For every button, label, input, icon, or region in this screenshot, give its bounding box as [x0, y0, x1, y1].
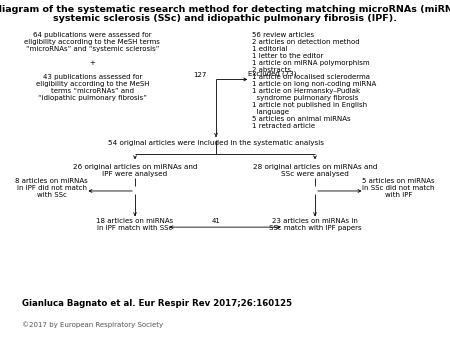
Text: 23 articles on miRNAs in
SSc match with IPF papers: 23 articles on miRNAs in SSc match with … — [269, 218, 361, 231]
Text: Flow diagram of the systematic research method for detecting matching microRNAs : Flow diagram of the systematic research … — [0, 5, 450, 14]
Text: 8 articles on miRNAs
in IPF did not match
with SSc: 8 articles on miRNAs in IPF did not matc… — [15, 177, 88, 198]
Text: 127: 127 — [194, 72, 207, 78]
Text: 54 original articles were included in the systematic analysis: 54 original articles were included in th… — [108, 140, 324, 146]
Text: 5 articles on miRNAs
in SSc did not match
with IPF: 5 articles on miRNAs in SSc did not matc… — [362, 177, 435, 198]
Text: Excluded (73): Excluded (73) — [248, 70, 296, 77]
Text: 64 publications were assessed for
eligibility according to the MeSH terms
“micro: 64 publications were assessed for eligib… — [24, 32, 160, 101]
Text: 41: 41 — [212, 218, 220, 224]
Text: Gianluca Bagnato et al. Eur Respir Rev 2017;26:160125: Gianluca Bagnato et al. Eur Respir Rev 2… — [22, 299, 292, 308]
Text: 56 review articles
2 articles on detection method
1 editorial
1 letter to the ed: 56 review articles 2 articles on detecti… — [252, 32, 376, 129]
Text: 28 original articles on miRNAs and
SSc were analysed: 28 original articles on miRNAs and SSc w… — [253, 164, 377, 177]
Text: 26 original articles on miRNAs and
IPF were analysed: 26 original articles on miRNAs and IPF w… — [73, 164, 197, 177]
Text: 18 articles on miRNAs
in IPF match with SSc: 18 articles on miRNAs in IPF match with … — [96, 218, 174, 231]
Text: systemic sclerosis (SSc) and idiopathic pulmonary fibrosis (IPF).: systemic sclerosis (SSc) and idiopathic … — [53, 14, 397, 23]
Text: ©2017 by European Respiratory Society: ©2017 by European Respiratory Society — [22, 322, 164, 329]
